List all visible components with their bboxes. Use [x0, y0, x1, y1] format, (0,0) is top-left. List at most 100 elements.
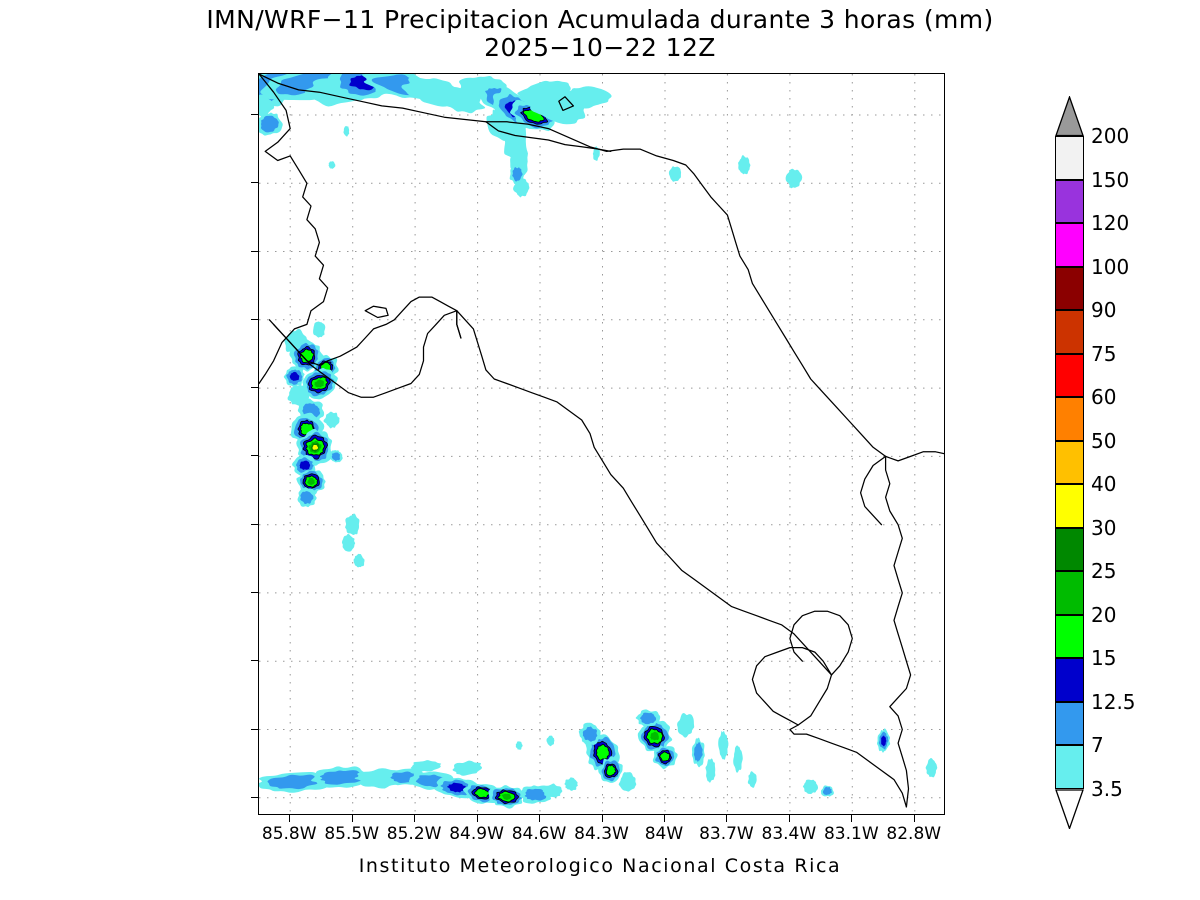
x-axis-tick-label: 83.7W [699, 824, 754, 844]
x-axis-tick-mark [351, 815, 353, 822]
colorbar-tick-label: 100 [1091, 254, 1130, 279]
precip-contour [881, 735, 887, 747]
colorbar-swatch [1055, 614, 1084, 658]
coastline-pacific-northwest [259, 74, 329, 385]
x-axis-tick-label: 84.9W [449, 824, 504, 844]
x-axis-tick-label: 83.4W [761, 824, 817, 844]
colorbar-tick-label: 20 [1091, 602, 1117, 627]
y-axis-tick-mark [251, 113, 258, 115]
island-north-lake [558, 96, 575, 112]
precip-contour [733, 745, 743, 773]
precip-contour [546, 735, 555, 747]
x-axis-tick-label: 84.3W [574, 824, 629, 844]
precip-contour [668, 166, 682, 182]
precip-contour [341, 533, 356, 552]
precip-contour [512, 167, 523, 182]
precip-contour [822, 786, 832, 795]
precip-contour [639, 712, 657, 725]
precip-contour [747, 771, 757, 788]
coastline-osa-peninsula [751, 646, 833, 726]
precip-contour [802, 779, 819, 794]
x-axis-tick-mark [913, 815, 915, 822]
x-axis-tick-label: 84W [644, 824, 684, 844]
colorbar-swatch [1055, 701, 1084, 745]
precip-contour [618, 772, 637, 792]
precip-contour [431, 84, 486, 114]
precip-contour [307, 477, 315, 486]
precip-contour [542, 783, 563, 798]
precip-contour [447, 782, 466, 793]
precip-contour [345, 513, 360, 536]
colorbar-swatch [1055, 571, 1084, 615]
precip-contour [259, 94, 275, 117]
x-axis-tick-mark [663, 815, 665, 822]
precip-contour [328, 161, 336, 169]
y-axis-tick-mark [251, 318, 258, 320]
colorbar-tick-label: 120 [1091, 211, 1130, 235]
y-axis-tick-mark [251, 250, 258, 252]
precipitation-contours [259, 74, 938, 809]
precip-contour [785, 168, 803, 189]
y-axis-tick-mark [251, 728, 258, 730]
precip-contour [452, 760, 483, 776]
x-axis-tick-mark [851, 815, 853, 822]
precip-contour [410, 760, 442, 772]
precip-contour [582, 726, 598, 742]
precip-contour [474, 788, 490, 798]
chart-title-block: IMN/WRF−11 Precipitacion Acumulada duran… [0, 6, 1200, 62]
y-axis-tick-mark [251, 591, 258, 593]
precip-contour [343, 125, 350, 137]
border-rio-san-juan [485, 121, 612, 153]
colorbar-swatch [1055, 745, 1084, 789]
precip-contour [517, 80, 571, 104]
precip-contour [524, 788, 547, 801]
precip-contour [323, 411, 340, 429]
x-axis-tick-mark [601, 815, 603, 822]
coastlines [259, 74, 944, 808]
map-canvas [259, 74, 944, 814]
precip-contour [605, 764, 617, 777]
colorbar-swatch [1055, 353, 1084, 397]
colorbar-tick-label: 7 [1091, 733, 1104, 757]
island-chira [364, 305, 389, 319]
precip-contour [650, 731, 659, 741]
precip-contour [260, 115, 279, 133]
precip-contour [564, 777, 578, 791]
colorbar-swatch [1055, 136, 1084, 180]
colorbar-tick-label: 60 [1091, 385, 1117, 409]
border-inland-southeast [789, 610, 853, 676]
precip-contour [353, 553, 365, 568]
colorbar-tick-label: 75 [1091, 341, 1117, 366]
precip-contour [501, 793, 512, 800]
precip-contour [595, 744, 610, 761]
colorbar-swatch [1055, 310, 1084, 354]
precip-contour [313, 321, 326, 338]
precip-contour [738, 155, 751, 175]
coastline-gulf-nicoya-head [456, 310, 462, 339]
colorbar-swatch [1055, 484, 1084, 528]
y-axis-labels: 11.1N10.8N10.5N10.2N9.9N9.6N9.3N9N8.7N8.… [0, 0, 258, 900]
x-axis-tick-label: 85.2W [386, 824, 442, 844]
y-axis-tick-mark [251, 523, 258, 525]
precip-contour [299, 348, 315, 364]
precip-contour [289, 371, 300, 381]
x-axis-tick-mark [414, 815, 416, 822]
precip-contour [693, 742, 703, 762]
precip-contour [300, 491, 314, 505]
colorbar-swatch [1055, 527, 1084, 571]
precip-contour [705, 758, 716, 783]
border-panama-west [859, 455, 887, 526]
colorbar-under-range-cap [1055, 788, 1084, 830]
colorbar-tick-label: 40 [1091, 472, 1117, 496]
chart-subtitle: 2025−10−22 12Z [484, 33, 716, 62]
colorbar-swatch [1055, 658, 1084, 702]
colorbar-swatch [1055, 223, 1084, 267]
x-axis-tick-mark [539, 815, 541, 822]
coastline-nicoya-peninsula [268, 310, 458, 398]
map-plot-area [258, 73, 945, 815]
colorbar-tick-label: 150 [1091, 167, 1130, 192]
colorbar-swatch [1055, 440, 1084, 484]
y-axis-tick-mark [251, 182, 258, 184]
colorbar-tick-label: 12.5 [1091, 689, 1136, 714]
